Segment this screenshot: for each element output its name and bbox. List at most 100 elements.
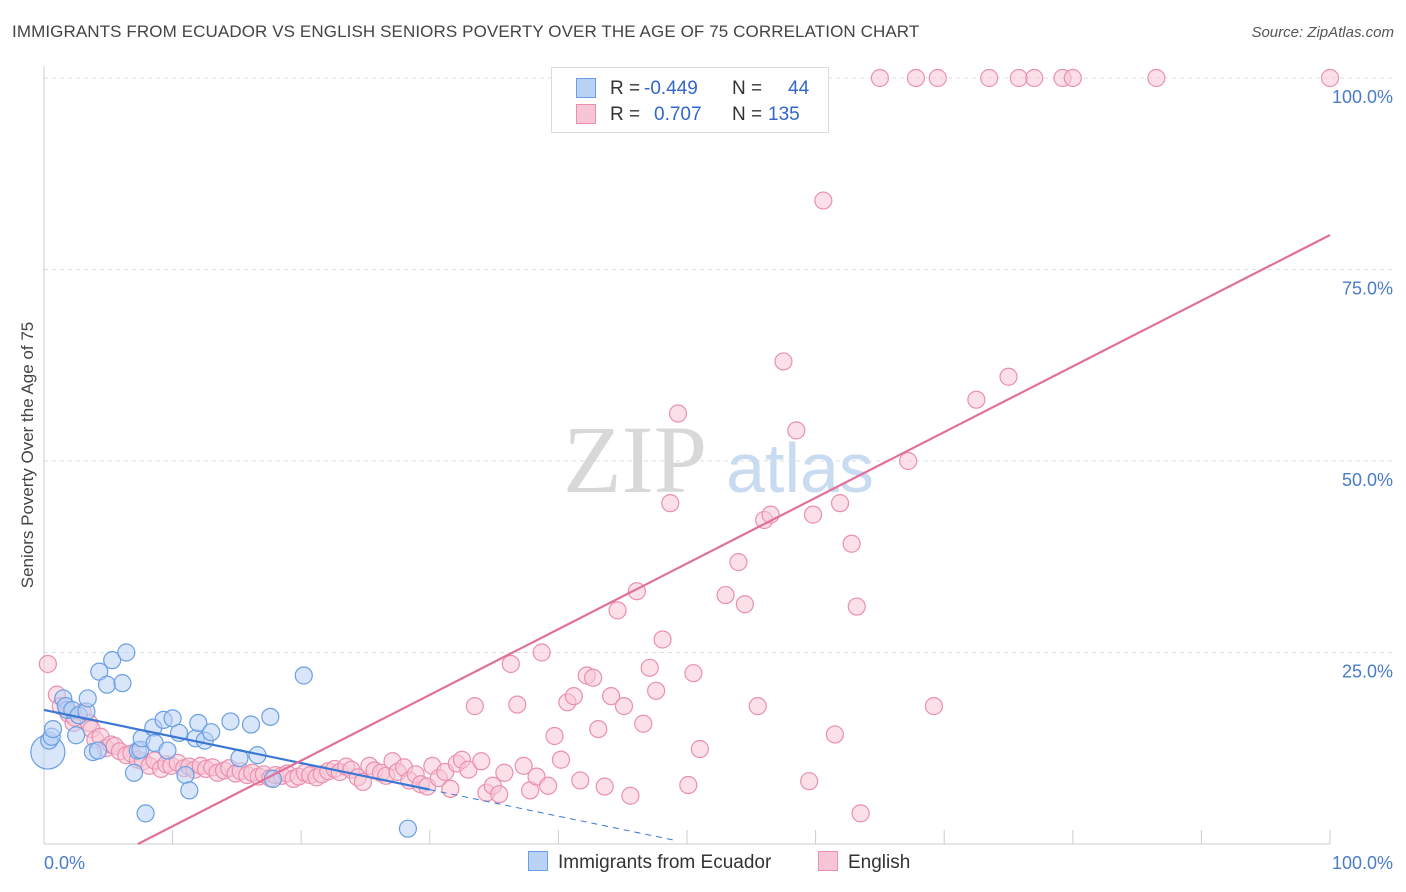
english-point — [851, 804, 870, 823]
english-point — [490, 785, 509, 804]
chart-title: IMMIGRANTS FROM ECUADOR VS ENGLISH SENIO… — [12, 22, 920, 41]
ecuador-point — [398, 819, 418, 838]
english-point — [684, 664, 703, 683]
english-point — [495, 763, 514, 782]
english-point — [508, 695, 527, 714]
english-point — [571, 771, 590, 790]
english-point — [595, 777, 614, 796]
watermark-atlas: atlas — [726, 429, 874, 507]
english-point — [928, 68, 947, 88]
english-point — [634, 714, 653, 733]
english-point — [653, 630, 672, 649]
ecuador-point — [67, 726, 86, 745]
tick-labels: 25.0% 50.0% 75.0% 100.0% 0.0% 100.0% — [44, 87, 1393, 873]
english-point — [621, 786, 640, 805]
english-point — [647, 681, 666, 700]
ecuador-point — [78, 689, 97, 708]
legend-n-label: N = — [732, 104, 763, 125]
bottom-legend-english: English — [818, 851, 910, 874]
english-point — [735, 595, 754, 614]
english-point — [729, 553, 748, 572]
ecuador-point — [176, 765, 195, 785]
english-point — [967, 390, 986, 409]
ecuador-trend-line — [43, 708, 431, 791]
y-tick-label: 50.0% — [1342, 470, 1393, 490]
english-point — [661, 494, 680, 513]
grid-lines — [44, 77, 1395, 653]
english-point — [532, 643, 551, 662]
legend-swatch-ecuador — [576, 78, 596, 98]
english-point — [501, 654, 520, 674]
ecuador-point — [241, 715, 261, 734]
english-point — [602, 687, 621, 706]
ecuador-point — [294, 666, 313, 685]
ecuador-point — [202, 723, 221, 742]
legend-n-label: N = — [732, 78, 763, 99]
bottom-legend-label-english: English — [848, 852, 911, 873]
english-point — [614, 697, 634, 716]
english-point — [830, 494, 850, 513]
legend-r-label: R = — [610, 78, 641, 99]
english-point — [803, 505, 823, 524]
ecuador-point — [88, 741, 108, 760]
english-point — [1320, 68, 1340, 88]
english-trend-line — [137, 234, 1331, 845]
y-tick-label: 100.0% — [1332, 87, 1393, 107]
watermark-zip: ZIP — [563, 406, 707, 513]
english-point — [870, 68, 890, 88]
ecuador-point — [221, 712, 240, 731]
legend-n-value-english: 135 — [768, 104, 800, 125]
axes — [43, 66, 1331, 845]
x-tick-label-min: 0.0% — [44, 853, 85, 873]
english-point — [679, 775, 698, 795]
legend-r-value-english: 0.707 — [654, 104, 702, 125]
bottom-legend-swatch-english — [818, 851, 838, 871]
english-point — [38, 654, 57, 674]
ecuador-point — [113, 674, 132, 693]
english-point — [716, 585, 735, 605]
english-point — [472, 752, 491, 771]
legend-r-value-ecuador: -0.449 — [644, 78, 698, 99]
english-point — [1025, 68, 1044, 88]
english-point — [465, 697, 484, 716]
english-point — [539, 776, 558, 795]
english-point — [514, 756, 533, 775]
y-tick-label: 75.0% — [1342, 279, 1393, 299]
english-point — [640, 658, 659, 677]
english-point — [924, 697, 944, 716]
bottom-legend-label-ecuador: Immigrants from Ecuador — [558, 852, 772, 873]
english-point — [980, 68, 999, 88]
legend-n-value-ecuador: 44 — [788, 78, 810, 99]
ecuador-point — [43, 719, 63, 739]
ecuador-point — [97, 675, 117, 694]
english-point — [564, 687, 583, 706]
legend-box: R = -0.449 N = 44 R = 0.707 N = 135 — [551, 67, 829, 133]
legend-swatch-english — [576, 104, 596, 124]
watermark: ZIP atlas — [563, 406, 874, 513]
english-point — [842, 534, 861, 553]
english-point — [608, 601, 627, 620]
english-point — [459, 760, 478, 779]
english-point — [774, 352, 793, 371]
ecuador-point — [261, 707, 280, 726]
x-tick-label-max: 100.0% — [1332, 853, 1393, 873]
trend-lines — [43, 234, 1331, 845]
english-point — [847, 597, 866, 616]
ecuador-point — [103, 651, 122, 670]
english-point — [690, 739, 709, 759]
bottom-legend-ecuador: Immigrants from Ecuador — [528, 851, 771, 874]
ecuador-point — [117, 643, 136, 662]
english-point — [1009, 68, 1028, 88]
ecuador-point — [189, 713, 208, 733]
english-point — [584, 668, 603, 687]
english-point — [787, 421, 806, 440]
ecuador-trend-extension — [429, 789, 675, 841]
ecuador-point — [124, 763, 144, 782]
english-point — [748, 697, 767, 716]
english-point — [999, 367, 1018, 386]
y-axis-label: Seniors Poverty Over the Age of 75 — [18, 321, 37, 589]
ecuador-point — [136, 804, 155, 823]
english-point — [545, 726, 564, 746]
english-point — [1147, 68, 1166, 88]
